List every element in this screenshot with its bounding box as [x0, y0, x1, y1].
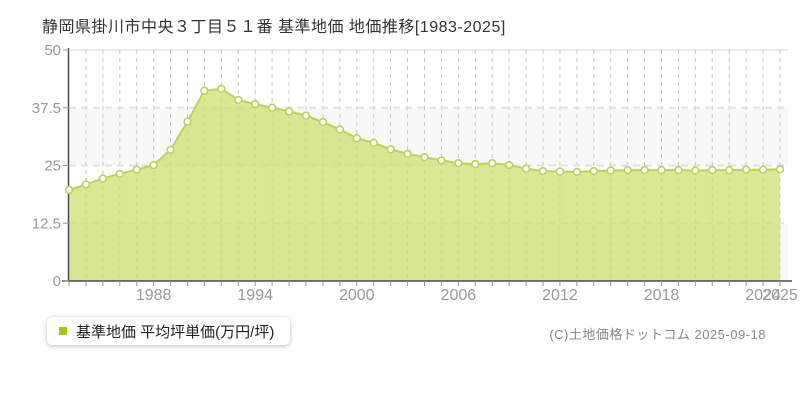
y-tick-label: 12.5 — [32, 215, 61, 232]
data-point-marker — [708, 165, 717, 175]
data-point-marker — [284, 107, 294, 116]
data-point-marker — [166, 145, 175, 154]
x-tick-label: 2006 — [441, 287, 477, 304]
price-trend-chart: 0 12.5 25 37.5 50 1988 1994 2000 2006 2012 2018 202… — [32, 42, 798, 304]
data-point-marker — [115, 169, 124, 179]
data-point-marker — [352, 134, 361, 143]
data-point-marker — [183, 117, 192, 126]
data-point-marker — [691, 166, 700, 175]
x-tick-label: 1988 — [136, 287, 172, 304]
data-point-marker — [98, 174, 108, 183]
data-point-marker — [318, 117, 328, 127]
y-tick-label: 25 — [44, 158, 61, 175]
y-tick-label: 0 — [53, 273, 61, 290]
data-point-marker — [572, 167, 582, 177]
data-point-marker — [471, 159, 480, 169]
x-tick-label: 2012 — [542, 287, 578, 304]
x-tick-label: 1994 — [237, 287, 273, 304]
chart-title: 静岡県掛川市中央３丁目５１番 基準地価 地価推移[1983-2025] — [42, 19, 506, 36]
data-point-marker — [741, 165, 751, 174]
legend-series-label: 基準地価 平均坪単価(万円/坪) — [76, 323, 275, 341]
data-point-marker — [674, 165, 683, 175]
data-point-marker — [521, 164, 531, 173]
x-axis-ticks — [68, 281, 781, 286]
data-point-marker — [251, 99, 260, 109]
data-point-marker — [217, 84, 226, 94]
data-point-marker — [555, 167, 565, 176]
legend: 基準地価 平均坪単価(万円/坪) — [47, 317, 291, 345]
data-point-marker — [657, 165, 666, 175]
y-axis-ticks — [63, 49, 69, 282]
data-point-marker — [132, 165, 141, 174]
data-point-marker — [386, 145, 395, 154]
legend-series-bullet-icon — [59, 327, 67, 335]
x-tick-label: 2025 — [762, 287, 798, 304]
data-point-marker — [454, 158, 463, 168]
data-point-marker — [267, 103, 277, 112]
data-point-marker — [234, 95, 243, 105]
data-point-marker — [149, 160, 158, 170]
data-point-marker — [589, 166, 598, 176]
data-point-marker — [81, 180, 91, 189]
data-point-marker — [640, 165, 649, 175]
x-tick-label: 2000 — [339, 287, 375, 304]
y-tick-label: 37.5 — [32, 100, 61, 117]
data-point-markers — [64, 84, 785, 195]
data-point-marker — [758, 165, 768, 174]
data-point-marker — [725, 165, 734, 175]
data-point-marker — [504, 160, 514, 170]
data-point-marker — [420, 152, 429, 162]
data-point-marker — [200, 86, 209, 95]
price-series-area — [69, 88, 780, 281]
data-point-marker — [623, 165, 632, 175]
data-point-marker — [335, 125, 345, 134]
data-point-marker — [301, 111, 311, 120]
data-point-marker — [369, 138, 378, 148]
data-point-marker — [606, 166, 615, 175]
data-point-marker — [488, 158, 497, 168]
x-tick-label: 2024 — [745, 287, 781, 304]
data-point-marker — [64, 185, 74, 195]
data-point-marker — [775, 164, 785, 174]
x-tick-label: 2018 — [644, 287, 680, 304]
y-tick-label: 50 — [44, 42, 61, 59]
data-point-marker — [538, 166, 548, 176]
data-point-marker — [403, 149, 412, 159]
copyright-text: (C)土地価格ドットコム 2025-09-18 — [549, 327, 766, 342]
data-point-marker — [437, 156, 446, 165]
